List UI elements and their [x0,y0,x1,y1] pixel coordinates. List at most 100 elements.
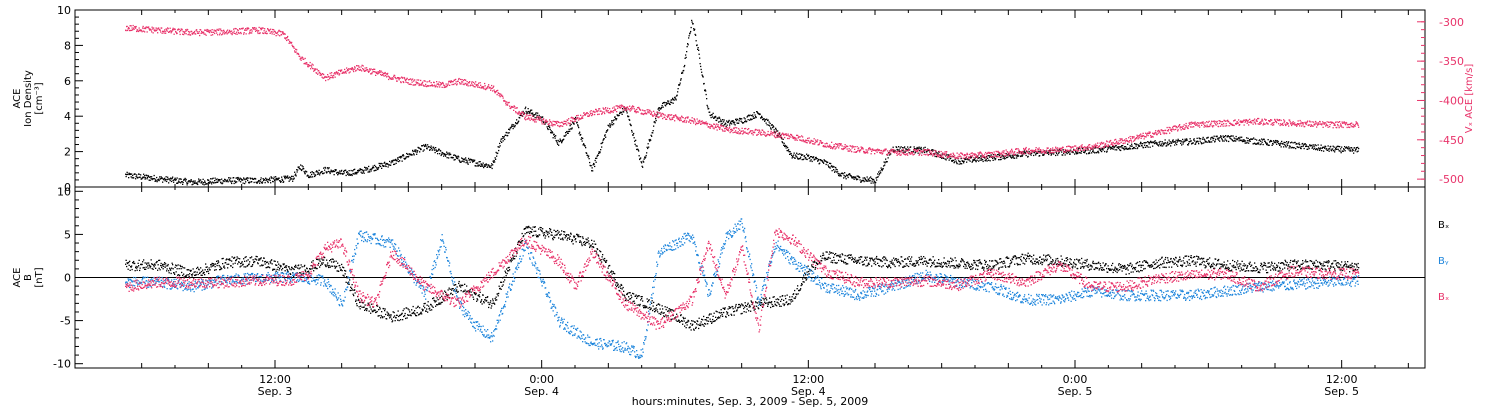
top-series-1-point [538,118,540,120]
top-series-1-point [572,117,574,119]
top-series-1-point [776,134,778,137]
top-series-0-point [752,114,754,116]
top-series-1-point [497,89,499,92]
top-series-0-point [365,167,367,169]
top-series-0-point [137,176,139,179]
top-series-0-point [355,173,357,175]
top-series-0-point [784,145,786,148]
top-series-1-point [295,51,297,53]
top-series-1-point [965,154,967,156]
top-series-1-point [131,27,133,29]
top-series-1-point [142,27,144,29]
top-series-0-point [537,112,539,114]
top-series-0-point [147,176,149,178]
top-series-1-point [1036,150,1038,152]
top-series-0-point [1334,151,1336,153]
top-series-1-point [1002,154,1004,156]
top-series-1-point [1072,146,1074,148]
top-series-1-point [1137,136,1139,138]
top-series-0-point [702,76,704,78]
top-series-1-point [1100,147,1102,149]
top-series-0-point [150,177,152,180]
top-series-0-point [501,137,503,140]
top-series-0-point [614,116,616,118]
top-series-1-point [1060,147,1062,149]
top-series-0-point [986,156,988,158]
top-series-1-point [981,156,983,158]
top-series-0-point [165,176,167,178]
top-series-1-point [492,86,494,89]
top-series-1-point [171,31,173,33]
top-series-0-point [272,181,274,183]
top-series-1-point [1014,151,1016,153]
top-series-1-point [1112,141,1114,144]
top-series-1-point [264,28,266,30]
top-series-0-point [875,181,877,184]
top-series-1-point [1213,125,1215,127]
top-series-0-point [247,179,249,182]
top-series-1-point [1079,148,1081,150]
top-series-0-point [1168,139,1170,141]
top-series-0-point [1101,150,1103,153]
top-series-0-point [235,177,237,179]
top-series-1-point [322,77,324,79]
top-series-1-point [1221,123,1223,126]
top-series-0-point [888,151,890,154]
top-series-1-point [926,153,928,155]
top-series-0-point [657,113,659,115]
top-series-0-point [457,155,459,157]
top-series-0-point [383,165,385,167]
top-series-1-point [294,51,296,53]
top-series-0-point [917,147,919,150]
top-series-0-point [430,146,432,149]
top-series-1-point [1040,149,1042,151]
top-series-0-point [327,167,329,169]
top-series-0-point [1205,141,1207,143]
top-series-1-point [406,78,408,80]
top-series-1-point [1299,125,1301,127]
top-series-1-point [1182,125,1184,128]
top-series-0-point [428,146,430,148]
top-series-1-point [262,27,264,29]
top-series-1-point [1038,147,1040,149]
top-series-0-point [434,151,436,154]
top-series-1-point [1348,126,1350,128]
top-series-0-point [988,159,990,161]
top-series-0-point [585,147,587,149]
top-series-0-point [883,165,885,167]
top-series-1-point [874,149,876,151]
top-series-1-point [370,73,372,75]
top-series-1-point [294,50,296,52]
top-series-0-point [734,121,736,123]
top-series-0-point [749,119,751,121]
top-series-1-point [1291,123,1293,125]
top-series-1-point [422,81,424,83]
top-series-1-point [319,74,321,76]
top-series-0-point [1278,143,1280,145]
top-series-0-point [383,162,385,164]
top-series-1-point [1075,145,1077,147]
top-series-1-point [864,151,866,153]
top-series-0-point [873,178,875,181]
top-series-0-point [835,168,837,170]
top-series-1-point [849,145,851,147]
top-series-0-point [1301,145,1303,148]
top-series-1-point [514,107,516,109]
top-series-1-point [903,153,905,155]
top-series-1-point [416,79,418,81]
top-series-1-point [234,32,236,34]
top-series-1-point [837,143,839,145]
top-series-1-point [1171,130,1173,132]
top-series-1-point [459,83,461,85]
top-series-0-point [1135,143,1137,145]
top-series-0-point [242,179,244,181]
top-series-1-point [991,156,993,158]
top-series-1-point [907,150,909,152]
top-series-1-point [424,85,426,87]
top-series-1-point [704,122,706,124]
top-series-1-point [624,107,626,109]
top-series-0-point [1186,139,1188,141]
top-series-0-point [449,152,451,154]
top-series-0-point [511,123,513,126]
top-series-0-point [602,139,604,141]
